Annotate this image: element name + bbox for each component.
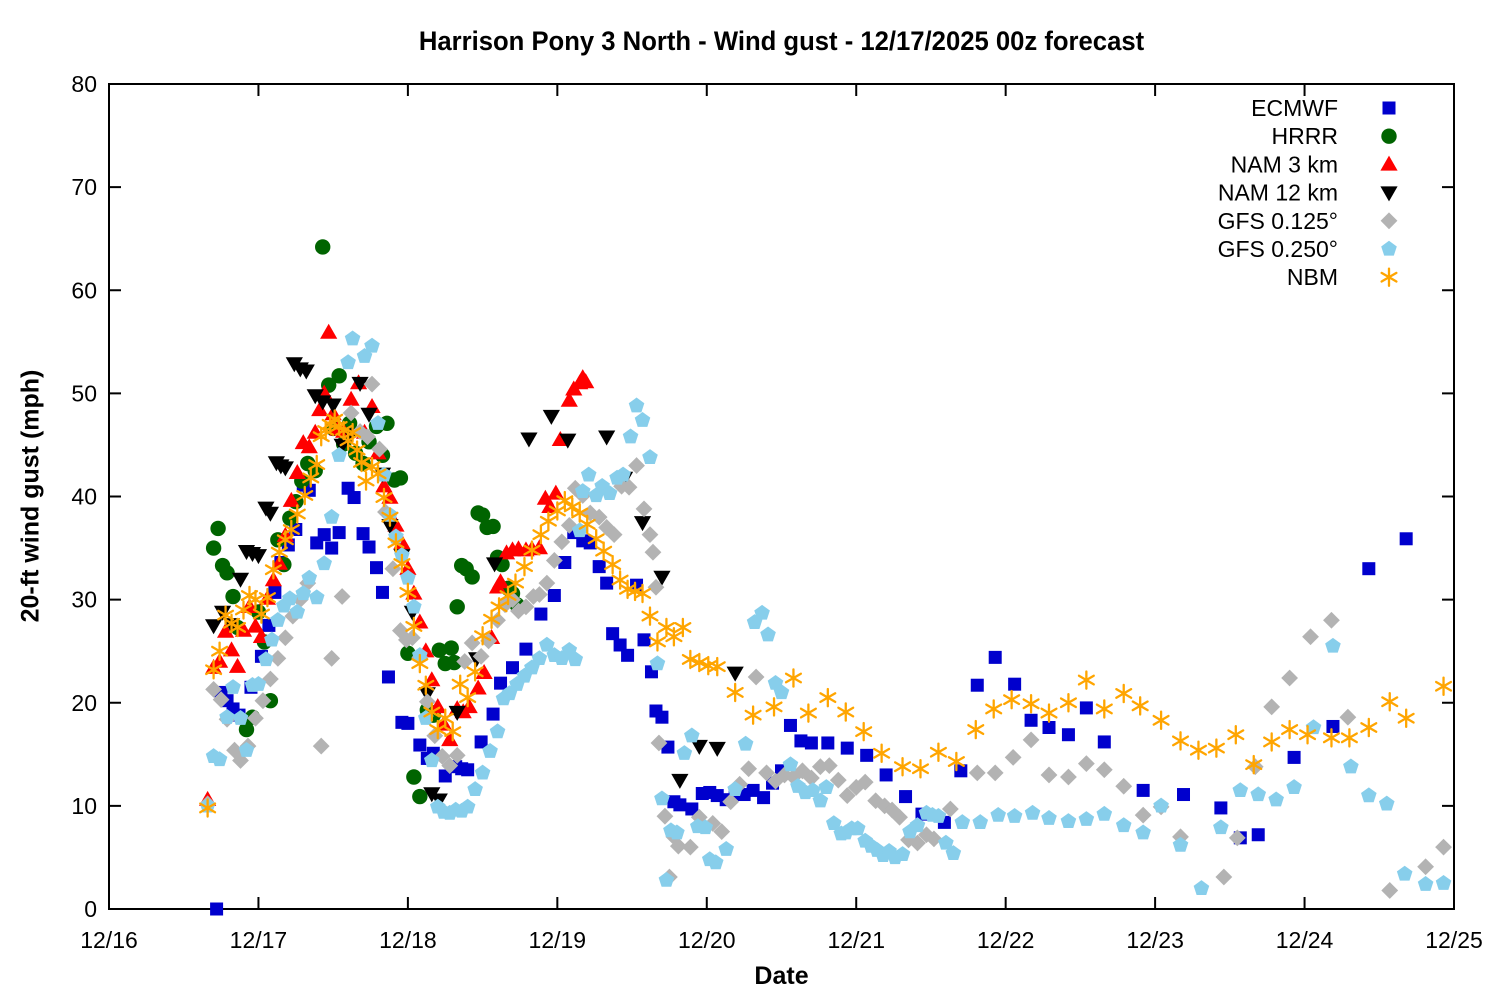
legend-entry-gfs-0-250-: GFS 0.250° [1218,236,1397,262]
x-tick-label: 12/21 [827,927,885,953]
legend-entry-nam-12-km: NAM 12 km [1218,180,1398,206]
x-axis-label: Date [754,962,809,990]
chart-title: Harrison Pony 3 North - Wind gust - 12/1… [418,26,1145,56]
x-tick-label: 12/16 [80,927,138,953]
series-gfs-0-250- [199,330,1452,896]
legend-label: ECMWF [1251,95,1338,121]
x-tick-label: 12/25 [1425,927,1483,953]
y-tick-label: 40 [71,484,97,510]
legend-entry-nbm: NBM [1287,264,1398,290]
x-tick-label: 12/20 [678,927,736,953]
y-tick-label: 80 [71,71,97,97]
legend-label: HRRR [1272,123,1338,149]
y-tick-label: 70 [71,174,97,200]
legend-label: NBM [1287,264,1338,290]
series-nbm [199,409,1453,818]
x-tick-label: 12/24 [1276,927,1334,953]
x-tick-label: 12/18 [379,927,437,953]
x-tick-label: 12/22 [977,927,1035,953]
legend-entry-hrrr: HRRR [1272,123,1397,149]
series-gfs-0-125- [199,375,1452,899]
legend-entry-gfs-0-125-: GFS 0.125° [1218,208,1398,234]
y-tick-label: 10 [71,793,97,819]
y-tick-label: 0 [84,896,97,922]
x-tick-label: 12/19 [529,927,587,953]
x-tick-label: 12/17 [230,927,288,953]
legend-label: GFS 0.250° [1218,236,1338,262]
y-tick-label: 30 [71,587,97,613]
y-tick-label: 60 [71,277,97,303]
legend-entry-ecmwf: ECMWF [1251,95,1396,121]
series-ecmwf [210,478,1413,916]
legend-label: NAM 3 km [1231,151,1338,177]
y-tick-label: 50 [71,380,97,406]
x-tick-label: 12/23 [1126,927,1184,953]
legend-label: NAM 12 km [1218,180,1338,206]
legend-entry-nam-3-km: NAM 3 km [1231,151,1398,177]
legend-label: GFS 0.125° [1218,208,1338,234]
y-tick-label: 20 [71,690,97,716]
